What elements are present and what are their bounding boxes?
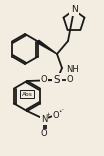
Text: N: N (41, 115, 47, 124)
Text: O: O (41, 76, 47, 85)
Text: O: O (67, 76, 73, 85)
Text: N: N (71, 5, 77, 15)
Text: •⁻: •⁻ (58, 110, 64, 115)
Text: +: + (46, 112, 50, 117)
Text: S: S (54, 75, 60, 85)
Polygon shape (37, 40, 57, 54)
Text: NH: NH (66, 64, 79, 73)
Text: O: O (53, 112, 59, 120)
Text: Abs: Abs (22, 92, 32, 97)
Text: O: O (41, 129, 47, 139)
